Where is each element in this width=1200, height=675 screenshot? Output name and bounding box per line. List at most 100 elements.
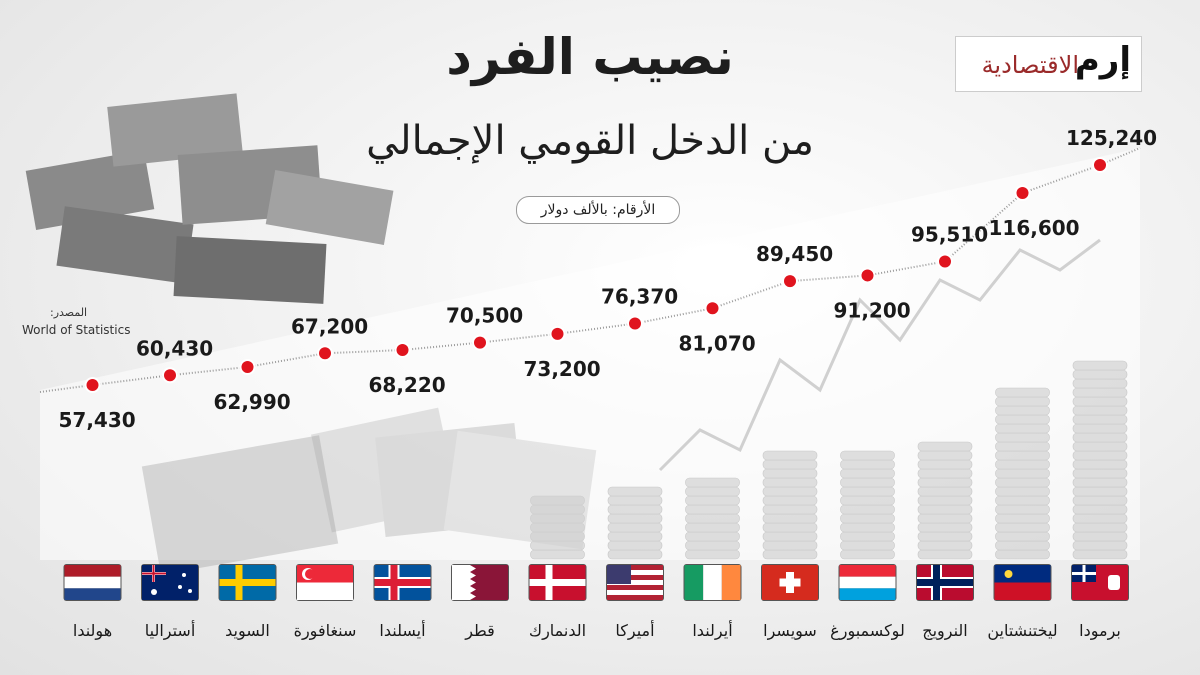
coin <box>762 450 818 461</box>
background-trend-line <box>658 238 1101 472</box>
category-label: أيرلندا <box>692 620 732 641</box>
coin-stack <box>840 450 895 560</box>
coin <box>1072 396 1128 407</box>
flag-part <box>178 585 182 589</box>
category-label: أيسلندا <box>379 620 425 640</box>
coin <box>917 477 973 488</box>
coin <box>917 468 973 479</box>
flag-part <box>607 585 663 590</box>
coin <box>995 450 1050 461</box>
data-label: 73,200 <box>524 357 601 381</box>
coin <box>685 540 740 551</box>
coin-stack <box>607 486 663 560</box>
flag-part <box>305 569 315 579</box>
coin <box>1072 369 1128 380</box>
coin <box>1072 414 1128 425</box>
coin <box>995 387 1050 398</box>
coin <box>995 459 1050 470</box>
data-label: 116,600 <box>989 216 1080 240</box>
coin <box>762 540 818 551</box>
category-label: السويد <box>225 621 270 641</box>
brand-logo: إرم الاقتصادية <box>955 36 1142 92</box>
coin <box>607 540 663 551</box>
flag-part <box>684 565 704 600</box>
flag-part <box>64 576 121 589</box>
flag-part <box>219 579 276 586</box>
data-label: 60,430 <box>136 336 213 360</box>
coin <box>762 504 818 515</box>
coin <box>917 531 973 542</box>
logo-main-text: إرم <box>1074 40 1131 80</box>
logo-sub-text: الاقتصادية <box>981 51 1079 79</box>
calculator-illustration <box>141 435 339 575</box>
coin <box>607 504 663 515</box>
coin <box>1072 468 1128 479</box>
trend-area <box>40 148 1140 560</box>
category-label: أستراليا <box>145 620 196 641</box>
flag-part <box>297 582 353 600</box>
money-stack-illustration <box>25 93 394 304</box>
flag-part <box>607 575 663 580</box>
coin <box>917 495 973 506</box>
flag-part <box>607 580 663 585</box>
coin <box>995 405 1050 416</box>
coin <box>1072 513 1128 524</box>
coin <box>762 513 818 524</box>
data-point <box>164 369 176 382</box>
coin <box>1072 477 1128 488</box>
norway-flag <box>916 564 974 601</box>
flag-part <box>374 579 431 586</box>
flag-part <box>779 578 801 587</box>
category-label: سنغافورة <box>294 621 357 641</box>
netherlands-flag <box>63 564 122 601</box>
coin <box>1072 540 1128 551</box>
flag-part <box>529 579 586 586</box>
banknotes-illustration <box>311 407 597 550</box>
coin <box>840 522 895 533</box>
data-label: 70,500 <box>446 304 523 328</box>
flag-part <box>607 595 663 600</box>
coin <box>685 486 740 497</box>
coin <box>1072 504 1128 515</box>
coin <box>995 423 1050 434</box>
data-point <box>241 360 254 373</box>
coin <box>840 459 895 470</box>
coin-stack <box>1072 360 1128 560</box>
data-point <box>551 327 564 340</box>
coin <box>685 477 740 488</box>
coin <box>840 540 895 551</box>
sweden-flag <box>218 564 277 601</box>
coin <box>995 486 1050 497</box>
flag-part <box>1082 565 1086 582</box>
chart-subtitle: من الدخل القومي الإجمالي <box>366 118 814 164</box>
flag-part <box>607 570 663 575</box>
category-label: سويسرا <box>763 621 817 641</box>
coin <box>685 531 740 542</box>
singapore-flag <box>296 564 354 601</box>
coin <box>840 549 895 560</box>
coin <box>995 441 1050 452</box>
coin <box>840 468 895 479</box>
coin <box>1072 549 1128 560</box>
flag-part <box>452 565 470 600</box>
flag-part <box>470 565 476 600</box>
coin <box>917 513 973 524</box>
data-point <box>396 343 409 356</box>
qatar-flag <box>451 564 509 601</box>
flag-part <box>994 565 1051 583</box>
flag-part <box>839 576 896 589</box>
data-point <box>629 317 641 330</box>
coin <box>917 486 973 497</box>
category-label: برمودا <box>1079 621 1121 641</box>
flag-part <box>839 588 896 600</box>
coin <box>762 459 818 470</box>
data-point <box>1016 187 1029 200</box>
usa-flag <box>606 564 664 601</box>
coin <box>917 504 973 515</box>
data-label: 91,200 <box>834 298 911 322</box>
data-label: 81,070 <box>679 331 756 355</box>
category-label: أميركا <box>615 620 654 641</box>
coin <box>995 495 1050 506</box>
